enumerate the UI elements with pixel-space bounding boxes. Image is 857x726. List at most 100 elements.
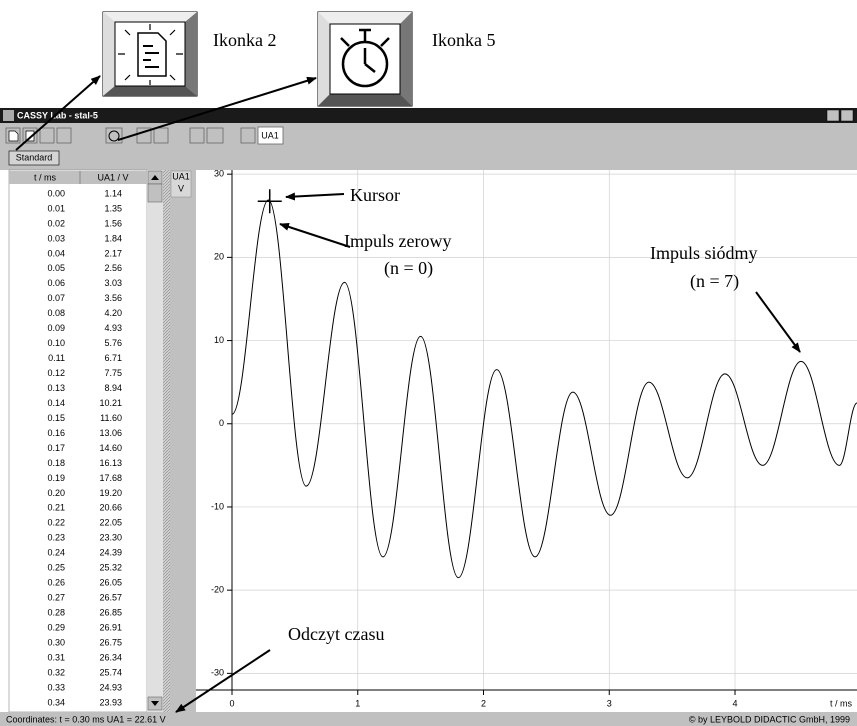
table-cell: 26.57 (99, 593, 122, 603)
table-cell: 8.94 (104, 383, 122, 393)
page: Ikonka 2 Ikonka 5 CASSY Lab - stal-5 UA1… (0, 0, 857, 726)
annotation: Impuls siódmy (650, 243, 758, 263)
table-cell: 1.35 (104, 203, 122, 213)
table-cell: 1.84 (104, 233, 122, 243)
table-cell: 1.56 (104, 218, 122, 228)
table-cell: 0.00 (47, 188, 65, 198)
screenshot: Ikonka 2 Ikonka 5 CASSY Lab - stal-5 UA1… (0, 0, 857, 726)
table-cell: 26.05 (99, 578, 122, 588)
table-cell: 3.03 (104, 278, 122, 288)
table-cell: 0.16 (47, 428, 65, 438)
table-cell: 16.13 (99, 458, 122, 468)
table-cell: 14.60 (99, 443, 122, 453)
y-tick-label: -30 (211, 668, 224, 678)
table-cell: 1.14 (104, 188, 122, 198)
toolbar-button[interactable] (57, 128, 71, 143)
annotation: Kursor (350, 185, 400, 205)
table-cell: 26.75 (99, 637, 122, 647)
table-cell: 0.06 (47, 278, 65, 288)
minimize-button[interactable] (827, 110, 839, 121)
scrollbar[interactable] (147, 170, 163, 712)
table-cell: 0.20 (47, 488, 65, 498)
table-cell: 0.31 (47, 652, 65, 662)
table-cell: 0.12 (47, 368, 65, 378)
table-cell: 0.26 (47, 578, 65, 588)
y-axis-label: UA1 (172, 171, 190, 181)
x-axis-label: t / ms (830, 698, 852, 708)
toolbar-button[interactable] (154, 128, 168, 143)
table-cell: 0.07 (47, 293, 65, 303)
y-tick-label: -20 (211, 585, 224, 595)
table-cell: 0.02 (47, 218, 65, 228)
y-tick-label: 30 (214, 169, 224, 179)
table-cell: 0.25 (47, 563, 65, 573)
icon-5-enlarged (318, 12, 412, 106)
splitter[interactable] (163, 170, 170, 712)
annotation: Ikonka 2 (213, 30, 276, 50)
table-cell: 0.10 (47, 338, 65, 348)
tab-label[interactable]: Standard (16, 152, 53, 162)
tab-strip (0, 148, 857, 170)
table-cell: 0.24 (47, 548, 65, 558)
table-cell: 0.09 (47, 323, 65, 333)
table-cell: 0.22 (47, 518, 65, 528)
table-cell: 24.39 (99, 548, 122, 558)
annotation: Ikonka 5 (432, 30, 495, 50)
y-tick-label: 10 (214, 335, 224, 345)
table-cell: 13.06 (99, 428, 122, 438)
toolbar (0, 123, 857, 148)
table-cell: 0.05 (47, 263, 65, 273)
table-cell: 0.32 (47, 667, 65, 677)
table-cell: 0.29 (47, 623, 65, 633)
x-tick-label: 2 (481, 698, 486, 708)
table-cell: 2.17 (104, 248, 122, 258)
table-cell: 17.68 (99, 473, 122, 483)
table-cell: 0.21 (47, 503, 65, 513)
table-cell: 5.76 (104, 338, 122, 348)
table-cell: 19.20 (99, 488, 122, 498)
column-header: UA1 / V (97, 172, 128, 182)
table-cell: 10.21 (99, 398, 122, 408)
table-cell: 26.34 (99, 652, 122, 662)
annotation: Impuls zerowy (344, 231, 451, 251)
table-cell: 23.30 (99, 533, 122, 543)
table-cell: 0.19 (47, 473, 65, 483)
table-cell: 11.60 (100, 413, 122, 423)
toolbar-button[interactable] (40, 128, 54, 143)
table-cell: 0.33 (47, 682, 65, 692)
table-cell: 0.03 (47, 233, 65, 243)
table-cell: 0.17 (47, 443, 65, 453)
table-cell: 25.32 (99, 563, 122, 573)
table-cell: 0.11 (48, 353, 65, 363)
title-bar (0, 108, 857, 123)
table-cell: 23.93 (99, 697, 122, 707)
table-cell: 0.27 (47, 593, 65, 603)
x-tick-label: 0 (229, 698, 234, 708)
toolbar-button[interactable] (207, 128, 223, 143)
maximize-button[interactable] (841, 110, 853, 121)
table-cell: 3.56 (104, 293, 122, 303)
scroll-thumb[interactable] (148, 184, 162, 202)
table-cell: 0.04 (47, 248, 65, 258)
table-cell: 0.23 (47, 533, 65, 543)
table-cell: 20.66 (99, 503, 122, 513)
y-axis-unit: V (178, 183, 184, 193)
table-cell: 0.08 (47, 308, 65, 318)
x-tick-label: 1 (355, 698, 360, 708)
table-cell: 0.18 (47, 458, 65, 468)
x-tick-label: 4 (733, 698, 738, 708)
y-tick-label: 0 (219, 418, 224, 428)
app-icon (3, 110, 14, 121)
toolbar-button[interactable] (190, 128, 204, 143)
table-cell: 0.01 (47, 203, 65, 213)
toolbar-button[interactable] (241, 128, 255, 143)
table-cell: 4.20 (104, 308, 122, 318)
table-cell: 6.71 (104, 353, 122, 363)
annotation: (n = 7) (690, 271, 739, 292)
y-axis-panel (170, 170, 196, 712)
annotation: (n = 0) (384, 258, 433, 279)
x-tick-label: 3 (607, 698, 612, 708)
channel-label[interactable]: UA1 (261, 130, 279, 140)
table-cell: 22.05 (99, 518, 122, 528)
table (9, 170, 147, 712)
